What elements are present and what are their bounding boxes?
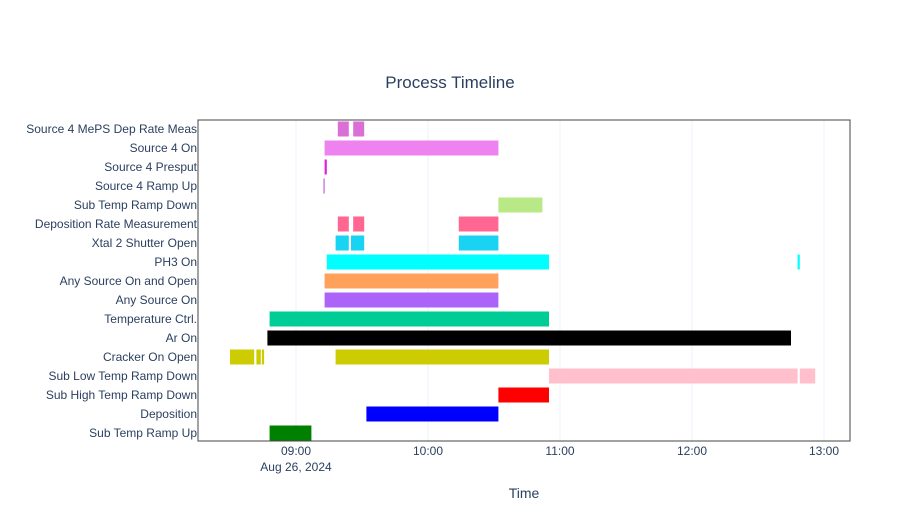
timeline-bar: [498, 197, 543, 213]
y-tick-label: Sub Temp Ramp Up: [89, 426, 197, 440]
timeline-bar: [335, 349, 549, 365]
y-tick-label: Sub Low Temp Ramp Down: [48, 369, 197, 383]
timeline-bar: [458, 235, 499, 251]
y-tick-label: Deposition: [140, 407, 197, 421]
x-axis-date-label: Aug 26, 2024: [260, 460, 332, 474]
timeline-bar: [335, 235, 349, 251]
x-tick-label: 13:00: [809, 444, 839, 458]
timeline-bar: [799, 368, 816, 384]
x-tick-label: 09:00: [281, 444, 311, 458]
timeline-bar: [326, 254, 549, 270]
y-tick-label: Deposition Rate Measurement: [35, 217, 198, 231]
timeline-bar: [337, 216, 349, 232]
timeline-bar: [256, 349, 261, 365]
timeline-bar: [351, 235, 365, 251]
y-tick-label: PH3 On: [154, 255, 197, 269]
bar-layer: [230, 121, 816, 441]
x-tick-label: 12:00: [677, 444, 707, 458]
y-tick-label: Any Source On: [116, 293, 197, 307]
timeline-bar: [549, 368, 798, 384]
y-tick-label: Source 4 Presput: [104, 160, 197, 174]
timeline-bar: [324, 140, 499, 156]
timeline-bar: [230, 349, 255, 365]
timeline-bar: [267, 330, 791, 346]
y-tick-label: Sub High Temp Ramp Down: [46, 388, 197, 402]
timeline-bar: [353, 216, 365, 232]
x-tick-labels: 09:00 10:00 11:00 12:00 13:00: [281, 444, 839, 458]
y-tick-label: Any Source On and Open: [60, 274, 197, 288]
x-tick-label: 11:00: [545, 444, 574, 458]
timeline-bar: [269, 425, 312, 441]
timeline-bar: [324, 159, 327, 175]
timeline-bar: [323, 178, 325, 194]
y-tick-label: Source 4 On: [130, 141, 197, 155]
timeline-bar: [353, 121, 365, 137]
y-tick-label: Source 4 MePS Dep Rate Meas: [26, 122, 197, 136]
timeline-bar: [498, 387, 549, 403]
timeline-bar: [797, 254, 800, 270]
timeline-bar: [366, 406, 499, 422]
timeline-bar: [458, 216, 499, 232]
y-tick-label: Cracker On Open: [103, 350, 197, 364]
timeline-bar: [269, 311, 549, 327]
y-tick-label: Source 4 Ramp Up: [95, 179, 197, 193]
x-axis-title: Time: [509, 485, 540, 501]
x-tick-label: 10:00: [413, 444, 443, 458]
y-tick-label: Ar On: [166, 331, 197, 345]
timeline-bar: [324, 292, 499, 308]
y-tick-label: Temperature Ctrl.: [104, 312, 197, 326]
timeline-bar: [337, 121, 349, 137]
timeline-bar: [261, 349, 265, 365]
timeline-bar: [324, 273, 499, 289]
y-tick-label: Sub Temp Ramp Down: [74, 198, 197, 212]
y-tick-labels: Source 4 MePS Dep Rate Meas Source 4 On So…: [26, 122, 197, 440]
chart-title: Process Timeline: [385, 73, 514, 92]
plot-frame: [197, 119, 851, 442]
y-tick-label: Xtal 2 Shutter Open: [92, 236, 197, 250]
